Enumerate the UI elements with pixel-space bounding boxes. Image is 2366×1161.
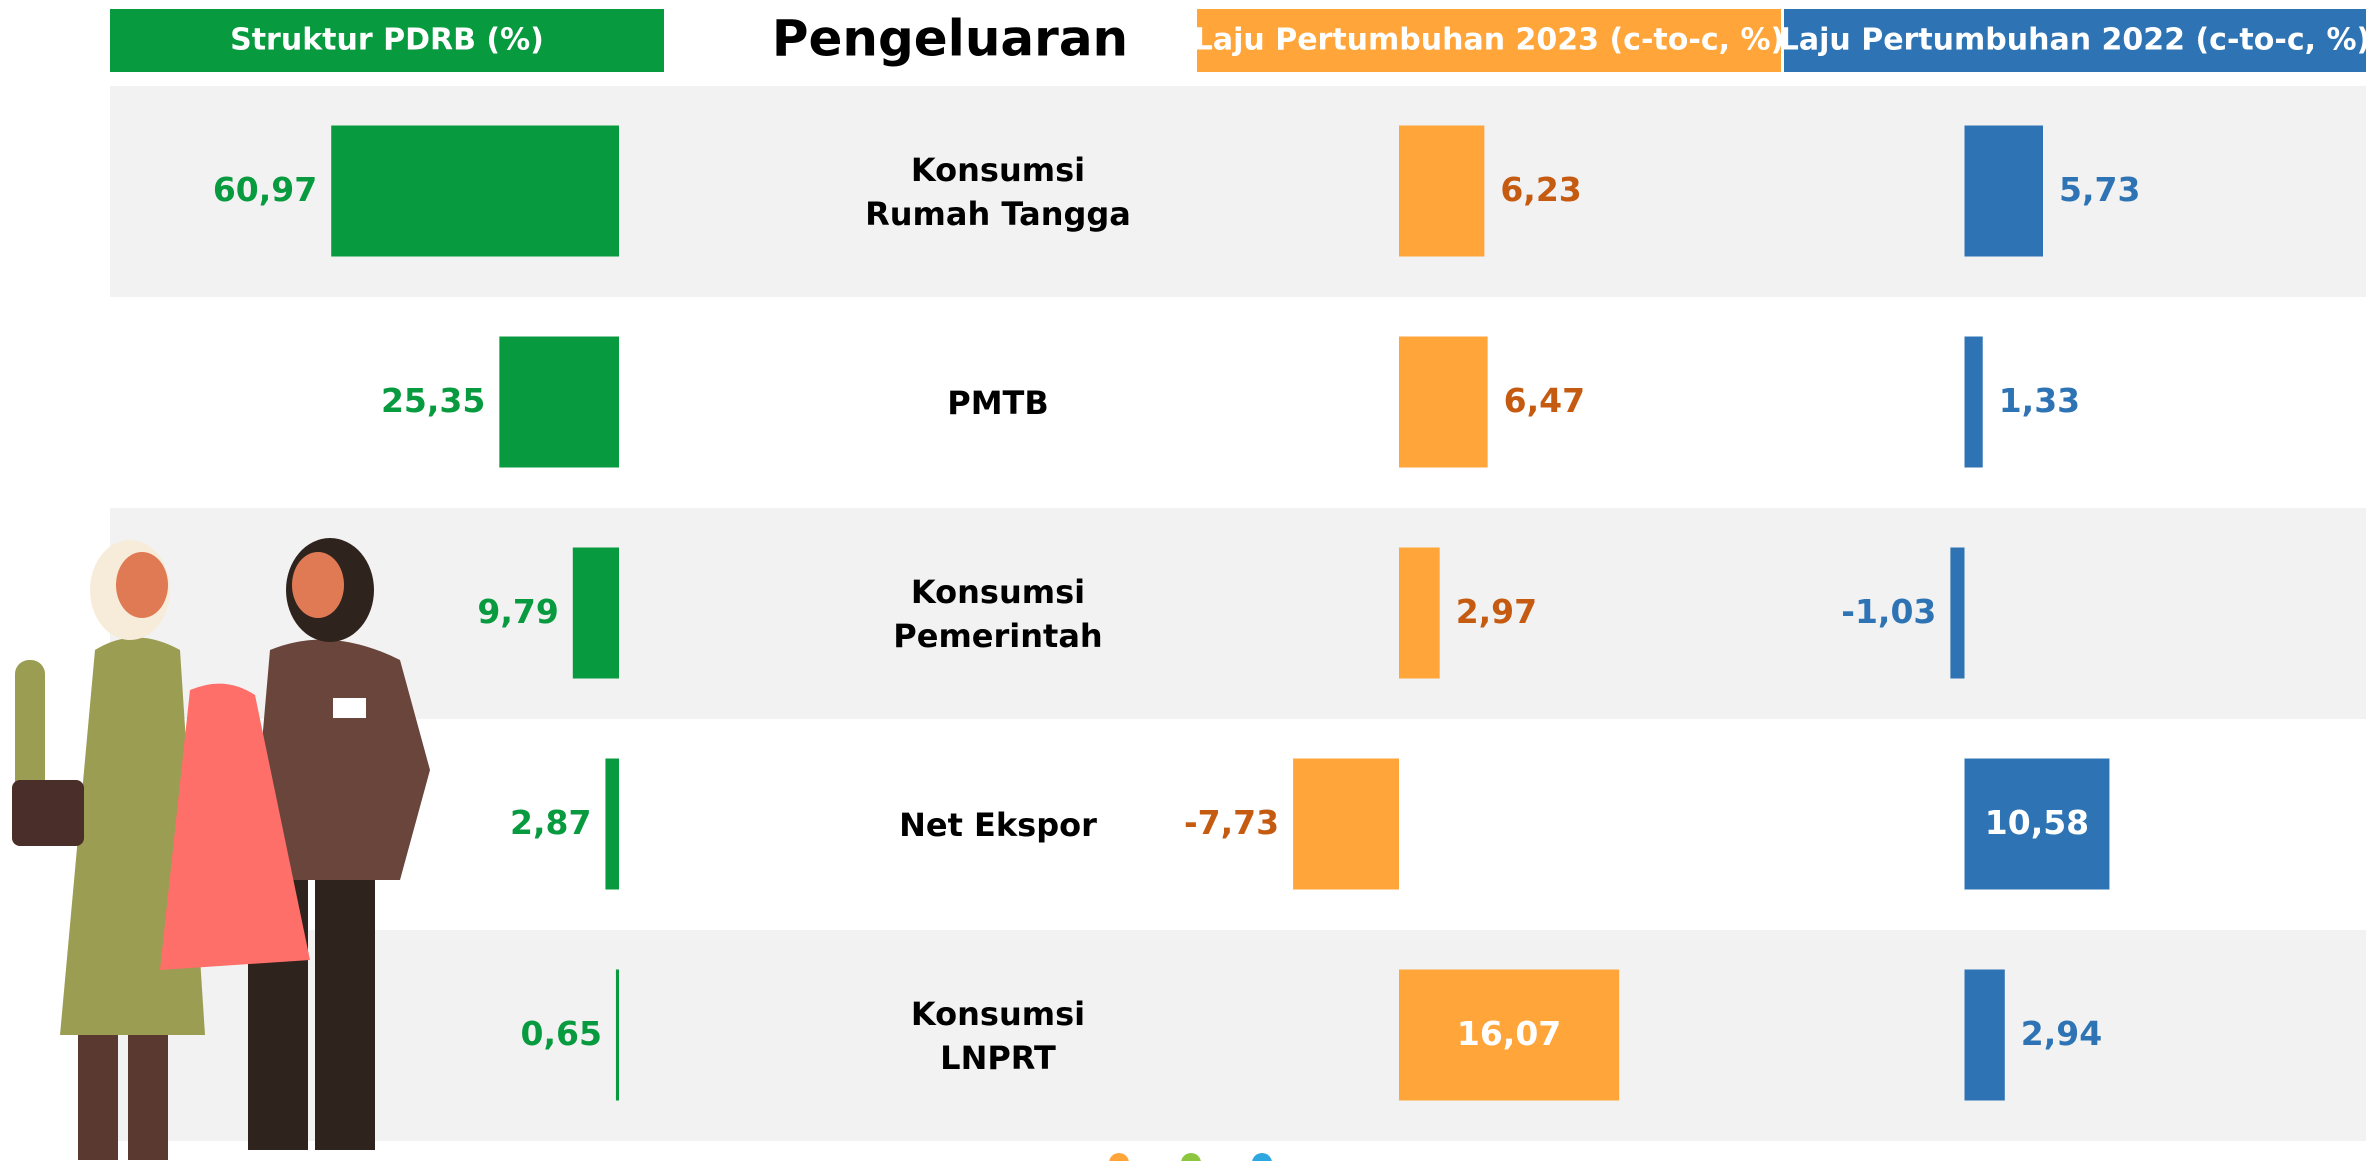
- sweater: [250, 639, 430, 880]
- bar: [1964, 969, 2005, 1101]
- face: [292, 552, 344, 618]
- value-label: 2,87: [510, 803, 591, 842]
- dot: [1109, 1153, 1129, 1161]
- category-label: Konsumsi LNPRT: [910, 994, 1086, 1077]
- value-label: 60,97: [213, 170, 317, 209]
- value-label: 5,73: [2059, 170, 2140, 209]
- bar: [1293, 758, 1399, 890]
- leg: [315, 870, 375, 1150]
- value-label: 2,94: [2021, 1014, 2102, 1053]
- bag: [12, 780, 84, 846]
- value-label: 1,33: [1999, 381, 2080, 420]
- value-label: 10,58: [1985, 803, 2089, 842]
- value-label: 2,97: [1456, 592, 1537, 631]
- row-band: [110, 508, 2366, 719]
- bar: [1964, 336, 1983, 468]
- bar: [605, 758, 619, 890]
- value-label: 0,65: [521, 1014, 602, 1053]
- bar: [1964, 758, 2110, 890]
- dot: [1252, 1153, 1272, 1161]
- bar: [331, 125, 619, 257]
- value-label: 6,23: [1500, 170, 1581, 209]
- bar: [1399, 125, 1485, 257]
- value-label: 9,79: [477, 592, 558, 631]
- bar: [615, 969, 619, 1101]
- value-label: 25,35: [381, 381, 485, 420]
- illustration: [12, 538, 1272, 1161]
- dot: [1181, 1153, 1201, 1161]
- bar: [572, 547, 619, 679]
- badge: [333, 698, 366, 718]
- bar: [1399, 547, 1440, 679]
- value-label: -7,73: [1184, 803, 1279, 842]
- bar: [1964, 125, 2044, 257]
- chart-title: Laju Pertumbuhan 2023 (c-to-c, %): [1194, 23, 1784, 58]
- bar: [499, 336, 619, 468]
- header-box: [110, 9, 664, 72]
- chart-title: Struktur PDRB (%): [230, 23, 544, 58]
- value-label: 6,47: [1504, 381, 1585, 420]
- arm: [15, 660, 45, 800]
- bar: [1399, 969, 1620, 1101]
- value-label: -1,03: [1841, 592, 1936, 631]
- header-title: Pengeluaran: [772, 10, 1128, 68]
- bar: [1950, 547, 1965, 679]
- category-label: Konsumsi Rumah Tangga: [865, 150, 1131, 233]
- bar: [1399, 336, 1488, 468]
- face: [116, 552, 168, 618]
- category-label: Net Ekspor: [899, 805, 1097, 844]
- header-box: [1197, 9, 1781, 72]
- value-label: 16,07: [1457, 1014, 1561, 1053]
- garment: [160, 683, 310, 970]
- category-label: Konsumsi Pemerintah: [893, 572, 1103, 655]
- category-label: PMTB: [947, 383, 1049, 422]
- header-box: [1784, 9, 2366, 72]
- chart-title: Laju Pertumbuhan 2022 (c-to-c, %): [1780, 23, 2366, 58]
